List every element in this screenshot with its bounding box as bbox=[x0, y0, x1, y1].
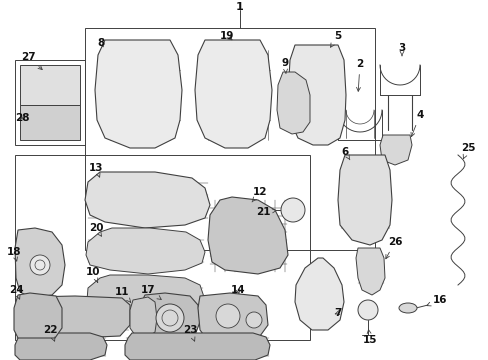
Polygon shape bbox=[195, 40, 271, 148]
Circle shape bbox=[156, 304, 183, 332]
Text: 6: 6 bbox=[341, 147, 349, 160]
Polygon shape bbox=[276, 72, 309, 134]
Text: 9: 9 bbox=[281, 58, 288, 73]
Polygon shape bbox=[14, 293, 62, 338]
Polygon shape bbox=[86, 228, 204, 274]
Text: 1: 1 bbox=[236, 2, 244, 12]
Polygon shape bbox=[87, 275, 203, 318]
Polygon shape bbox=[140, 293, 200, 340]
Polygon shape bbox=[355, 248, 384, 295]
Polygon shape bbox=[379, 135, 411, 165]
Ellipse shape bbox=[398, 303, 416, 313]
Circle shape bbox=[216, 304, 240, 328]
Circle shape bbox=[30, 255, 50, 275]
Polygon shape bbox=[130, 297, 157, 337]
Polygon shape bbox=[287, 45, 346, 145]
Text: 21: 21 bbox=[255, 207, 276, 217]
Polygon shape bbox=[294, 258, 343, 330]
Text: 8: 8 bbox=[97, 38, 104, 48]
Text: 23: 23 bbox=[183, 325, 197, 341]
Text: 10: 10 bbox=[85, 267, 100, 283]
Text: 13: 13 bbox=[88, 163, 103, 177]
Text: 4: 4 bbox=[410, 110, 423, 136]
Text: 18: 18 bbox=[7, 247, 21, 261]
Circle shape bbox=[245, 312, 262, 328]
Text: 28: 28 bbox=[15, 113, 29, 123]
Polygon shape bbox=[20, 105, 80, 140]
Polygon shape bbox=[85, 172, 209, 228]
Text: 17: 17 bbox=[141, 285, 161, 300]
Text: 16: 16 bbox=[426, 295, 447, 306]
Text: 15: 15 bbox=[362, 329, 376, 345]
Text: 11: 11 bbox=[115, 287, 130, 302]
Polygon shape bbox=[125, 333, 269, 360]
Text: 2: 2 bbox=[356, 59, 363, 91]
Circle shape bbox=[357, 300, 377, 320]
Text: 7: 7 bbox=[334, 308, 341, 318]
Text: 24: 24 bbox=[9, 285, 23, 299]
Text: 12: 12 bbox=[251, 187, 267, 202]
Polygon shape bbox=[198, 293, 267, 340]
Polygon shape bbox=[207, 197, 287, 274]
Text: 14: 14 bbox=[230, 285, 245, 295]
Polygon shape bbox=[15, 228, 65, 298]
Text: 25: 25 bbox=[460, 143, 474, 159]
Polygon shape bbox=[95, 40, 182, 148]
Text: 3: 3 bbox=[398, 43, 405, 56]
Text: 20: 20 bbox=[88, 223, 103, 236]
Text: 27: 27 bbox=[20, 52, 42, 69]
Text: 26: 26 bbox=[385, 237, 402, 259]
Polygon shape bbox=[22, 296, 130, 338]
Text: 22: 22 bbox=[42, 325, 57, 341]
Text: 19: 19 bbox=[220, 31, 234, 41]
Polygon shape bbox=[20, 65, 80, 105]
Polygon shape bbox=[337, 155, 391, 245]
Circle shape bbox=[281, 198, 305, 222]
Polygon shape bbox=[15, 333, 107, 360]
Text: 5: 5 bbox=[330, 31, 341, 47]
